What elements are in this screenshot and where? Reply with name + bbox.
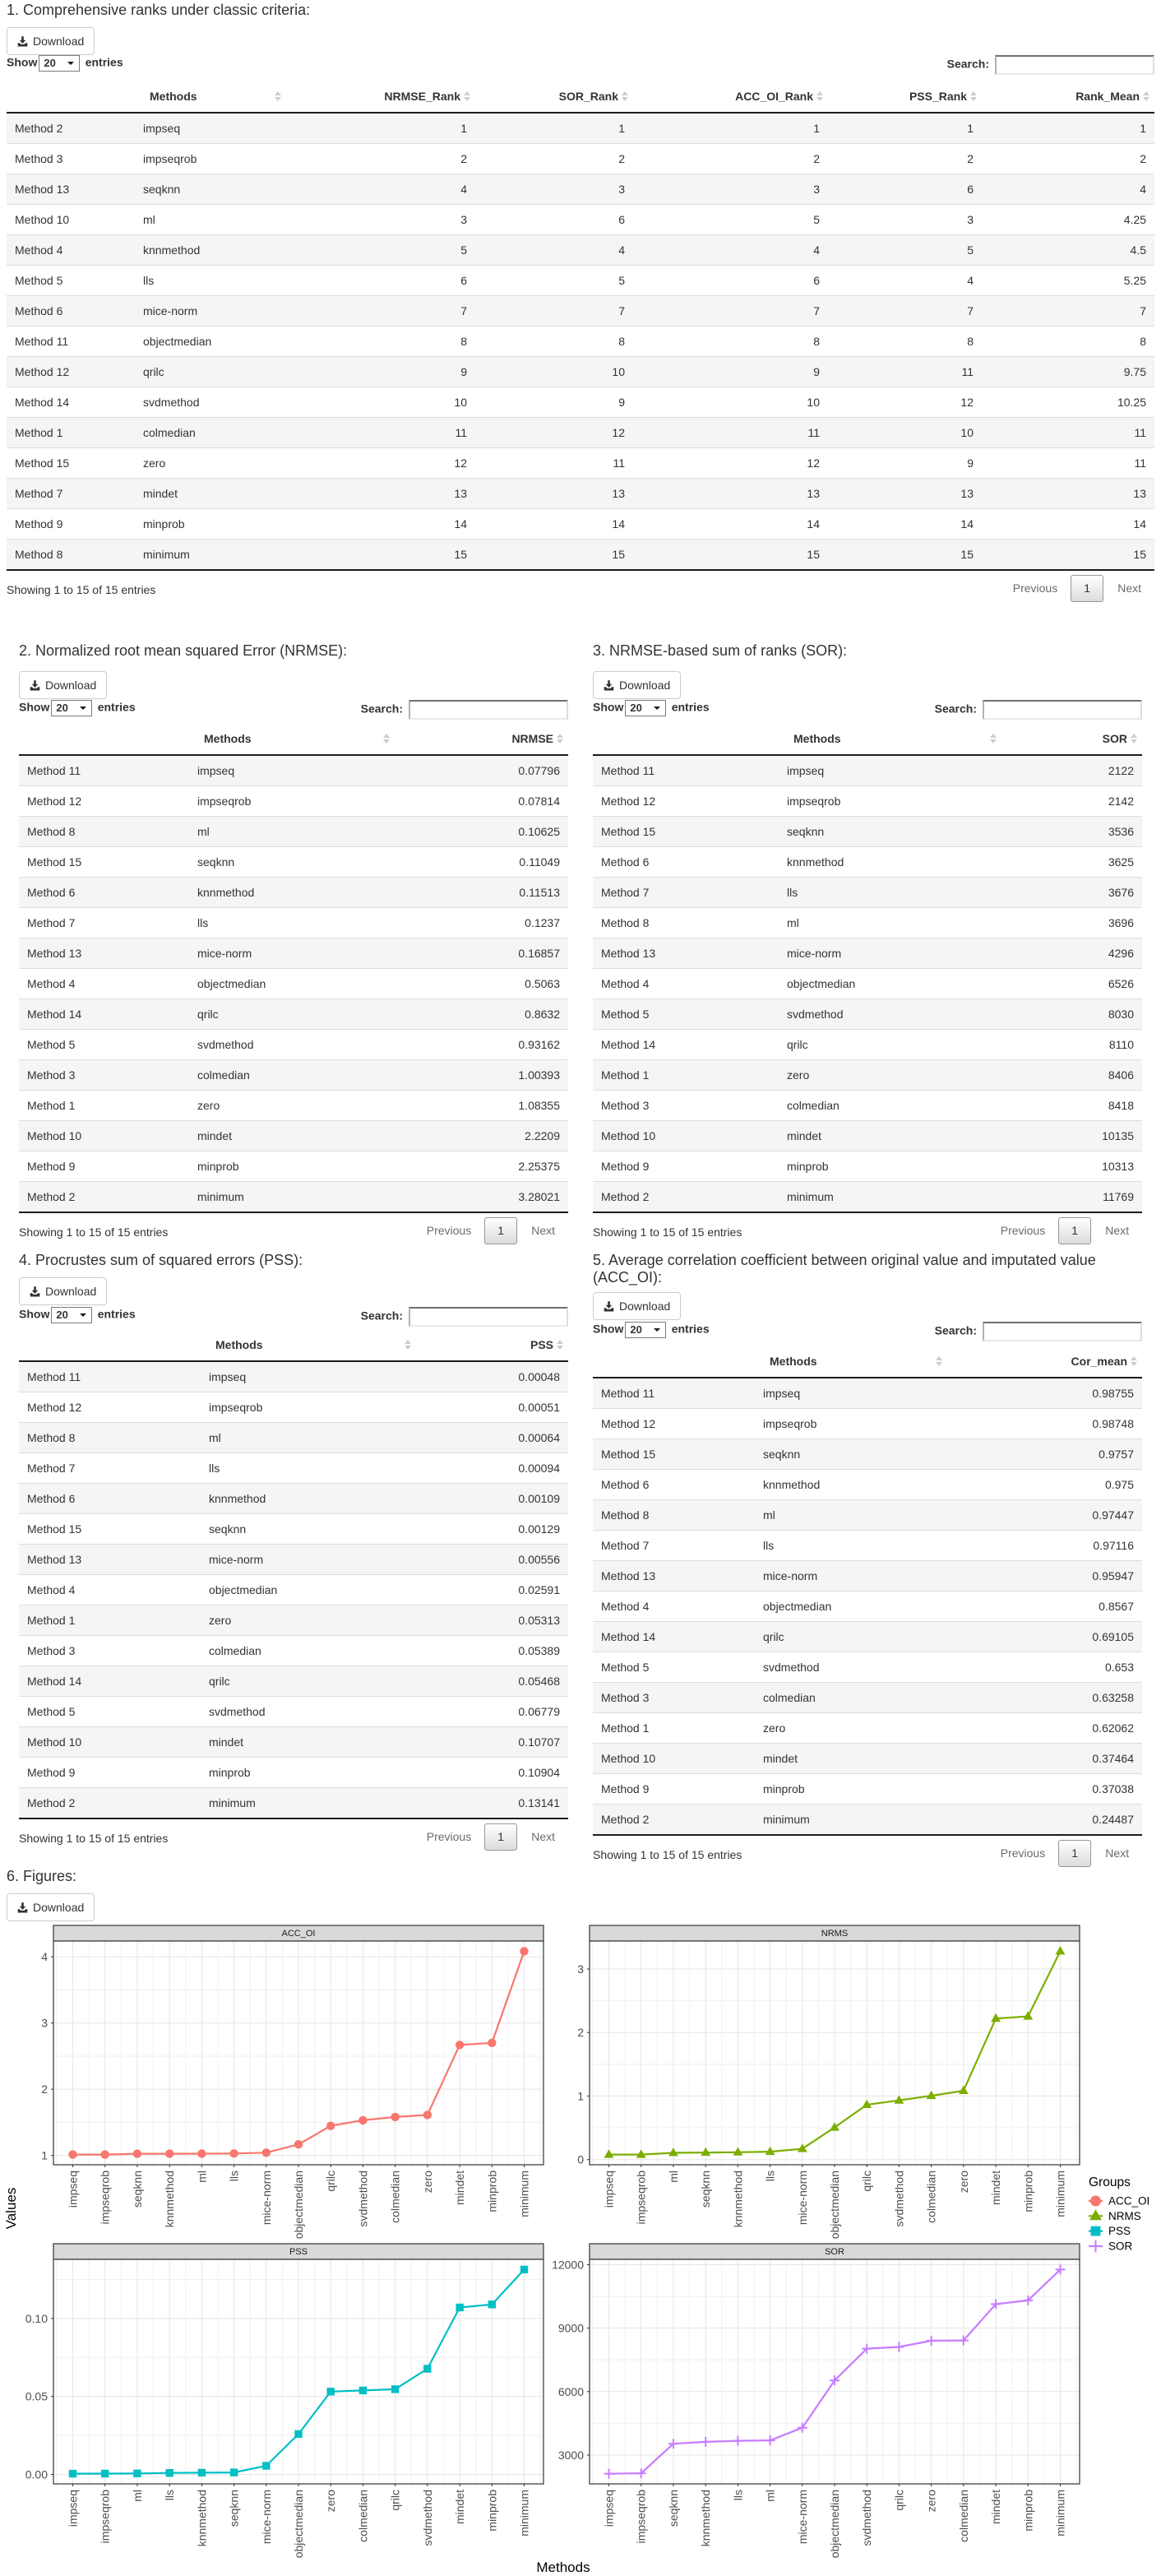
svg-text:mindet: mindet	[453, 2171, 466, 2205]
svg-text:SOR: SOR	[1108, 2240, 1133, 2253]
svg-text:12000: 12000	[552, 2259, 584, 2272]
svg-text:minprob: minprob	[1021, 2171, 1034, 2212]
svg-text:impseq: impseq	[67, 2490, 80, 2527]
svg-text:impseqrob: impseqrob	[635, 2171, 648, 2225]
svg-text:zero: zero	[324, 2490, 337, 2512]
svg-text:lls: lls	[228, 2171, 241, 2181]
svg-text:NRMS: NRMS	[821, 1929, 848, 1939]
svg-text:minimum: minimum	[518, 2490, 531, 2537]
svg-text:PSS: PSS	[1108, 2225, 1131, 2237]
svg-text:2: 2	[41, 2083, 48, 2096]
svg-text:seqknn: seqknn	[699, 2171, 712, 2208]
svg-text:minprob: minprob	[485, 2490, 498, 2532]
svg-text:impseq: impseq	[67, 2171, 80, 2208]
svg-text:ACC_OI: ACC_OI	[1108, 2195, 1149, 2208]
svg-text:3: 3	[577, 1962, 584, 1976]
svg-text:3: 3	[41, 2017, 48, 2030]
svg-text:impseq: impseq	[603, 2490, 616, 2527]
svg-text:knnmethod: knnmethod	[699, 2490, 712, 2546]
svg-text:mice-norm: mice-norm	[260, 2171, 273, 2225]
svg-text:colmedian: colmedian	[356, 2490, 369, 2542]
svg-text:9000: 9000	[558, 2322, 584, 2335]
svg-text:mice-norm: mice-norm	[796, 2490, 809, 2544]
svg-text:impseqrob: impseqrob	[99, 2490, 112, 2544]
svg-text:ml: ml	[667, 2171, 680, 2183]
svg-text:impseqrob: impseqrob	[99, 2171, 112, 2225]
svg-text:knnmethod: knnmethod	[731, 2171, 744, 2227]
svg-text:qrilc: qrilc	[860, 2171, 873, 2192]
svg-text:objectmedian: objectmedian	[828, 2490, 841, 2558]
svg-text:objectmedian: objectmedian	[292, 2171, 305, 2239]
svg-text:lls: lls	[764, 2171, 777, 2181]
svg-text:zero: zero	[957, 2171, 970, 2193]
svg-text:Methods: Methods	[536, 2560, 590, 2575]
svg-text:0.00: 0.00	[25, 2468, 48, 2481]
svg-text:SOR: SOR	[825, 2247, 844, 2257]
svg-text:colmedian: colmedian	[957, 2490, 970, 2542]
svg-text:objectmedian: objectmedian	[828, 2171, 841, 2239]
svg-text:0: 0	[577, 2153, 584, 2166]
svg-text:qrilc: qrilc	[389, 2490, 402, 2511]
svg-text:knnmethod: knnmethod	[163, 2171, 176, 2227]
svg-text:4: 4	[41, 1950, 48, 1963]
svg-text:minimum: minimum	[1054, 2490, 1067, 2537]
svg-text:ml: ml	[131, 2490, 144, 2502]
svg-text:lls: lls	[163, 2490, 176, 2500]
svg-text:svdmethod: svdmethod	[356, 2171, 369, 2226]
svg-text:objectmedian: objectmedian	[292, 2490, 305, 2558]
svg-text:Groups: Groups	[1089, 2175, 1131, 2189]
svg-text:mice-norm: mice-norm	[796, 2171, 809, 2225]
svg-text:impseqrob: impseqrob	[635, 2490, 648, 2544]
svg-text:ACC_OI: ACC_OI	[282, 1929, 316, 1939]
svg-text:minprob: minprob	[1021, 2490, 1034, 2532]
svg-text:mice-norm: mice-norm	[260, 2490, 273, 2544]
svg-text:1: 1	[577, 2089, 584, 2102]
svg-text:1: 1	[41, 2149, 48, 2162]
svg-text:minprob: minprob	[485, 2171, 498, 2212]
svg-text:NRMS: NRMS	[1108, 2210, 1141, 2222]
svg-text:0.10: 0.10	[25, 2312, 48, 2325]
svg-text:6000: 6000	[558, 2385, 584, 2398]
svg-text:knnmethod: knnmethod	[195, 2490, 208, 2546]
svg-text:svdmethod: svdmethod	[421, 2490, 434, 2546]
svg-text:colmedian: colmedian	[925, 2171, 938, 2223]
svg-text:qrilc: qrilc	[892, 2490, 905, 2511]
svg-text:ml: ml	[764, 2490, 777, 2502]
svg-text:seqknn: seqknn	[131, 2171, 144, 2208]
svg-text:svdmethod: svdmethod	[892, 2171, 905, 2226]
svg-text:mindet: mindet	[989, 2490, 1002, 2524]
svg-text:mindet: mindet	[989, 2171, 1002, 2205]
svg-text:qrilc: qrilc	[324, 2171, 337, 2192]
svg-text:zero: zero	[421, 2171, 434, 2193]
svg-text:2: 2	[577, 2026, 584, 2039]
svg-text:colmedian: colmedian	[389, 2171, 402, 2223]
svg-text:minimum: minimum	[518, 2171, 531, 2217]
svg-text:svdmethod: svdmethod	[860, 2490, 873, 2546]
svg-text:zero: zero	[925, 2490, 938, 2512]
svg-text:Values: Values	[3, 2188, 19, 2230]
svg-text:seqknn: seqknn	[228, 2490, 241, 2527]
svg-text:PSS: PSS	[289, 2247, 308, 2257]
svg-text:lls: lls	[731, 2490, 744, 2500]
svg-text:3000: 3000	[558, 2449, 584, 2462]
svg-text:impseq: impseq	[603, 2171, 616, 2208]
svg-text:seqknn: seqknn	[667, 2490, 680, 2527]
svg-text:0.05: 0.05	[25, 2390, 48, 2403]
svg-text:minimum: minimum	[1054, 2171, 1067, 2217]
svg-text:mindet: mindet	[453, 2490, 466, 2524]
svg-text:ml: ml	[195, 2171, 208, 2183]
